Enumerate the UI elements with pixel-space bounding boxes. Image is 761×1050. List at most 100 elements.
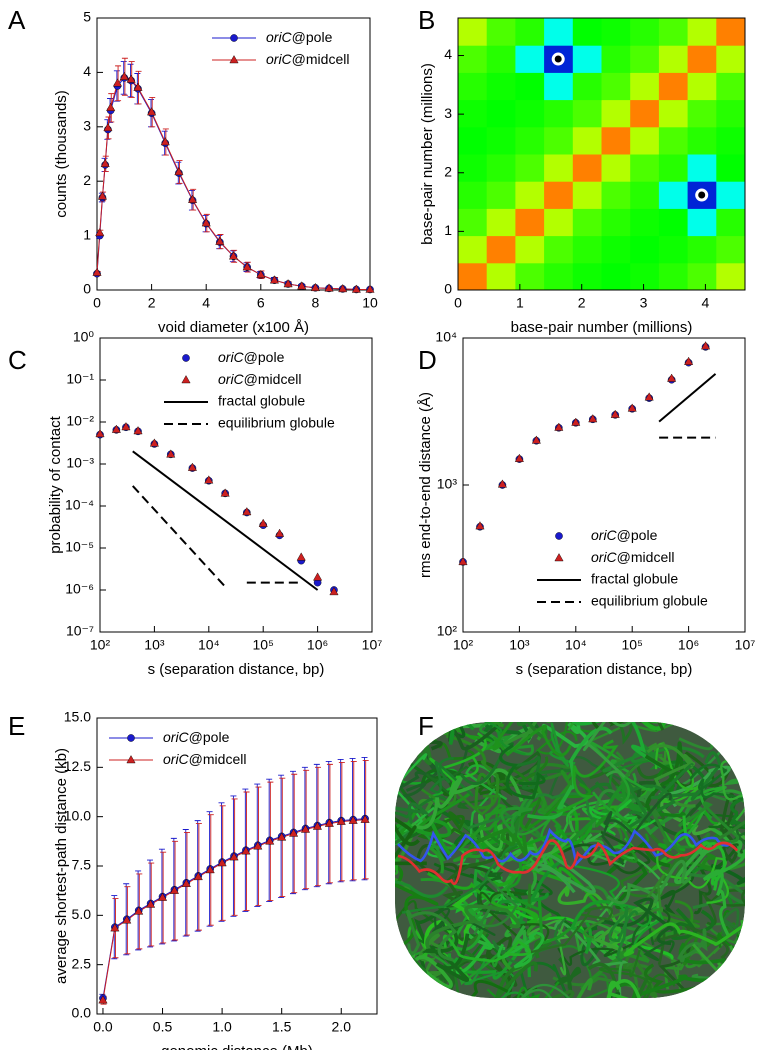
marker: [269, 275, 279, 284]
x-axis-label: genomic distance (Mb): [161, 1043, 313, 1050]
polymer-strand: [680, 862, 745, 910]
x-tick-label: 3: [640, 295, 648, 311]
plot-frame: [96, 17, 371, 291]
polymer-strand: [710, 851, 745, 886]
polymer-strand: [429, 756, 474, 798]
heatmap-cell: [458, 154, 488, 182]
marker: [157, 892, 168, 901]
heatmap-cell: [658, 126, 689, 155]
legend-label: fractal globule: [591, 571, 678, 587]
x-tick-label: 10⁷: [735, 637, 756, 653]
marker: [312, 821, 322, 830]
y-tick-label: 10³: [437, 476, 458, 492]
polymer-strand: [421, 785, 500, 816]
heatmap-cell: [572, 181, 602, 209]
polymer-strand: [581, 722, 659, 745]
heatmap-cell: [486, 235, 516, 264]
marker: [610, 409, 620, 418]
marker: [329, 587, 339, 596]
panel-letter: C: [8, 345, 27, 375]
marker: [310, 282, 320, 292]
highlight-marker: [551, 52, 565, 66]
heatmap-cell: [658, 154, 689, 182]
polymer-strand: [530, 853, 596, 894]
marker: [627, 403, 637, 412]
polymer-strand: [292, 933, 393, 962]
legend-label: fractal globule: [218, 393, 305, 409]
plot-frame: [457, 17, 746, 291]
heatmap-cell: [658, 262, 689, 291]
heatmap-cell: [658, 208, 689, 237]
x-tick-label: 0.0: [93, 1019, 113, 1035]
heatmap-cell: [630, 262, 660, 291]
heatmap-cell: [572, 126, 602, 155]
x-axis-label: s (separation distance, bp): [516, 661, 693, 678]
heatmap-cell: [486, 262, 516, 291]
polymer-strand: [702, 867, 745, 926]
heatmap-cell: [601, 18, 631, 46]
marker: [336, 816, 346, 825]
polymer-strand: [395, 944, 405, 984]
marker: [458, 556, 468, 566]
marker: [122, 915, 132, 924]
reference-line: [132, 485, 302, 588]
polymer-strand: [416, 927, 509, 971]
marker: [241, 846, 251, 855]
heatmap-cell: [486, 154, 516, 182]
marker: [242, 507, 252, 516]
marker: [228, 251, 239, 260]
heatmap-cell: [601, 126, 631, 155]
y-tick-label: 10⁻³: [66, 455, 94, 471]
x-tick-label: 10⁶: [678, 637, 699, 653]
marker: [253, 841, 263, 850]
y-tick-label: 10⁴: [435, 329, 457, 345]
polymer-strand: [492, 722, 572, 757]
heatmap-cell: [486, 45, 516, 73]
marker: [296, 552, 306, 561]
heatmap-cell: [601, 99, 631, 128]
y-tick-label: 12.5: [64, 758, 91, 774]
polymer-strand: [656, 850, 729, 904]
marker: [100, 158, 110, 167]
y-tick-label: 1: [444, 222, 452, 238]
polymer-strand: [429, 732, 487, 796]
heatmap-cell: [458, 181, 488, 209]
panel-letter: A: [8, 5, 26, 35]
polymer-strand: [591, 771, 656, 823]
polymer-strand: [584, 851, 668, 921]
chromosome-path: [397, 839, 739, 886]
polymer-strand: [734, 959, 745, 998]
y-tick-label: 7.5: [72, 857, 92, 873]
polymer-strand: [644, 741, 684, 816]
y-tick-label: 5.0: [72, 906, 92, 922]
polymer-strand: [516, 722, 548, 739]
legend-marker: [182, 354, 190, 362]
heatmap-cell: [515, 72, 545, 101]
polymer-strand: [677, 822, 732, 873]
legend-marker: [127, 734, 135, 742]
heatmap-cell: [687, 126, 717, 155]
polymer-strand: [587, 962, 650, 998]
marker: [110, 923, 120, 932]
marker: [297, 281, 307, 290]
polymer-strand: [464, 957, 535, 998]
polymer-strand: [554, 956, 582, 998]
polymer-strand: [417, 811, 466, 853]
marker: [360, 814, 370, 823]
marker: [111, 424, 121, 433]
polymer-strand: [395, 822, 399, 875]
polymer-strand: [623, 915, 745, 957]
heatmap-cell: [544, 235, 574, 264]
heatmap-cell: [572, 45, 602, 73]
heatmap-cell: [458, 18, 488, 46]
marker: [351, 284, 361, 293]
marker: [126, 74, 136, 83]
marker: [514, 453, 524, 462]
marker: [133, 82, 143, 91]
heatmap-cell: [601, 72, 631, 101]
polymer-strand: [506, 860, 572, 946]
legend-label: oriC@pole: [266, 29, 333, 45]
heatmap-cell: [716, 99, 746, 128]
marker: [193, 871, 203, 881]
